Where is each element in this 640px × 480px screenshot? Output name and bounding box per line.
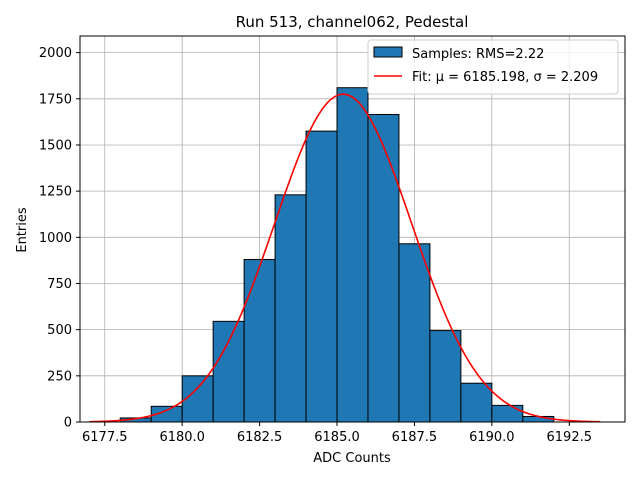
- plot-area-border: [79, 35, 626, 423]
- legend: Samples: RMS=2.22 Fit: μ = 6185.198, σ =…: [367, 39, 619, 95]
- x-tick-label: 6187.5: [392, 430, 438, 445]
- x-tick-label: 6180.0: [159, 430, 205, 445]
- legend-samples-swatch: [373, 46, 403, 58]
- x-axis-ticks: 6177.5 6180.0 6182.5 6185.0 6187.5 6190.0 6192…: [82, 422, 592, 445]
- x-tick-label: 6192.5: [547, 430, 593, 445]
- histogram-bar: [274, 194, 307, 423]
- histogram-bars: [119, 87, 555, 423]
- legend-box: [367, 39, 619, 95]
- x-axis-label: ADC Counts: [313, 451, 391, 466]
- y-tick-label: 1250: [39, 185, 72, 200]
- chart-title: Run 513, channel062, Pedestal: [236, 13, 469, 31]
- x-tick-label: 6185.0: [314, 430, 360, 445]
- histogram-bar: [212, 320, 245, 423]
- y-tick-label: 1750: [39, 92, 72, 107]
- legend-samples-label: Samples: RMS=2.22: [412, 47, 544, 62]
- histogram-bar: [491, 404, 524, 423]
- histogram-bar: [243, 258, 276, 423]
- y-tick-label: 1000: [39, 231, 72, 246]
- y-tick-label: 500: [47, 323, 72, 338]
- histogram-bar: [367, 113, 400, 423]
- y-axis-label: Entries: [15, 207, 30, 253]
- histogram-bar: [398, 243, 431, 423]
- fit-curve-layer: [89, 93, 601, 423]
- x-tick-label: 6190.0: [469, 430, 515, 445]
- axes-frame: [79, 35, 626, 423]
- x-tick-label: 6182.5: [237, 430, 283, 445]
- histogram-bar: [181, 375, 214, 423]
- gaussian-fit-curve: [89, 93, 601, 423]
- x-tick-label: 6177.5: [82, 430, 128, 445]
- histogram-bar: [336, 87, 369, 423]
- y-tick-label: 0: [64, 416, 72, 431]
- histogram-bar: [460, 382, 493, 423]
- histogram-bar: [429, 330, 462, 423]
- y-tick-label: 2000: [39, 46, 72, 61]
- y-tick-label: 250: [47, 369, 72, 384]
- y-tick-label: 750: [47, 277, 72, 292]
- histogram-bar: [305, 130, 338, 423]
- y-axis-ticks: 0 250 500 750 1000 1250 1500 1750 2000: [39, 46, 80, 431]
- legend-fit-label: Fit: μ = 6185.198, σ = 2.209: [412, 70, 598, 85]
- y-tick-label: 1500: [39, 138, 72, 153]
